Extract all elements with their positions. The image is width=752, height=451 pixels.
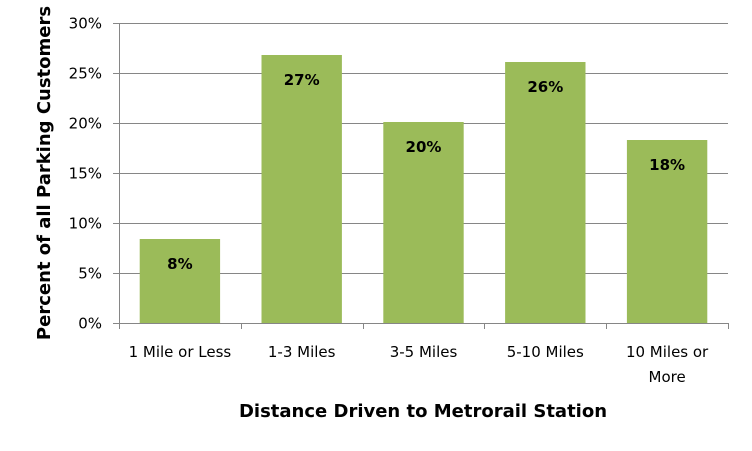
y-tick-label: 10% <box>69 215 102 233</box>
bar <box>505 62 586 323</box>
y-tick-label: 15% <box>69 165 102 183</box>
data-label: 26% <box>527 78 563 96</box>
bar <box>626 140 708 323</box>
y-tick-label: 25% <box>69 65 102 83</box>
x-category-label: 1-3 Miles <box>268 343 336 361</box>
data-label: 8% <box>167 255 192 273</box>
x-category-label: 3-5 Miles <box>390 343 458 361</box>
y-tick-labels: 0% 5% 10% 15% 20% 25% 30% <box>69 15 102 333</box>
bar <box>139 239 221 323</box>
axes <box>113 23 729 329</box>
bar <box>261 55 342 323</box>
bar <box>383 122 464 323</box>
y-tick-label: 30% <box>69 15 102 33</box>
data-label: 18% <box>649 156 685 174</box>
y-axis-title: Percent of all Parking Customers <box>34 6 55 340</box>
data-labels: 8% 27% 20% 26% 18% <box>167 71 685 273</box>
x-category-label: 5-10 Miles <box>507 343 584 361</box>
x-category-labels: 1 Mile or Less 1-3 Miles 3-5 Miles 5-10 Mil… <box>129 343 710 386</box>
y-tick-label: 5% <box>78 265 102 283</box>
y-tick-label: 20% <box>69 115 102 133</box>
x-category-label: 10 Miles or <box>626 343 709 361</box>
x-category-label: More <box>649 368 686 386</box>
data-label: 27% <box>284 71 320 89</box>
x-category-label: 1 Mile or Less <box>129 343 232 361</box>
bars <box>139 55 708 323</box>
y-tick-label: 0% <box>78 315 102 333</box>
data-label: 20% <box>406 138 442 156</box>
x-axis-title: Distance Driven to Metrorail Station <box>239 401 607 422</box>
